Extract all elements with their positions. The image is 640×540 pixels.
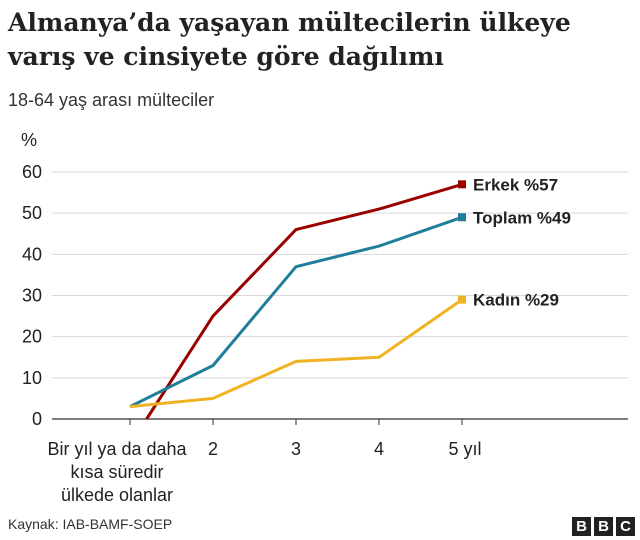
y-tick-label: 10 [22, 368, 42, 388]
x-tick-label: 4 [374, 439, 384, 459]
series-end-labels: Erkek %57 Toplam %49 Kadın %29 [473, 175, 571, 309]
bbc-logo: B B C [572, 517, 635, 536]
chart-subtitle: 18-64 yaş arası mülteciler [8, 90, 215, 110]
y-tick-label: 40 [22, 244, 42, 264]
series-end-marker-erkek [458, 180, 466, 189]
series-end-label-toplam: Toplam %49 [473, 208, 571, 227]
y-tick-label: 50 [22, 203, 42, 223]
series-line-erkek [145, 182, 463, 420]
x-axis: Bir yıl ya da daha kısa süredir ülkede ola… [47, 418, 628, 505]
chart-title: Almanya’da yaşayan mültecilerin ülkeye v… [8, 6, 628, 74]
x-tick-label: Bir yıl ya da daha [47, 439, 187, 459]
x-tick-label: 5 yıl [448, 439, 481, 459]
bbc-logo-letter-2: B [594, 517, 613, 536]
y-tick-label: 60 [22, 162, 42, 182]
source-note: Kaynak: IAB-BAMF-SOEP [8, 516, 173, 532]
y-tick-label: 20 [22, 327, 42, 347]
series-line-kad-n [129, 298, 463, 409]
chart-title-line-2: varış ve cinsiyete göre dağılımı [8, 42, 444, 71]
x-tick-label: kısa süredir [70, 462, 163, 482]
series-end-marker-toplam [458, 213, 466, 222]
x-tick-label: ülkede olanlar [61, 485, 173, 505]
y-tick-label: 30 [22, 286, 42, 306]
bbc-logo-letter-1: B [572, 517, 591, 536]
series-end-label-erkek: Erkek %57 [473, 175, 558, 194]
bbc-logo-letter-3: C [616, 517, 635, 536]
series-line-toplam [129, 215, 463, 408]
series-end-marker-kad-n [458, 295, 466, 304]
x-tick-label: 2 [208, 439, 218, 459]
y-axis-ticks: 0 10 20 30 40 50 60% [21, 130, 42, 429]
series-end-label-kad-n: Kadın %29 [473, 291, 559, 310]
y-tick-label: 0 [32, 409, 42, 429]
gridlines [52, 171, 628, 379]
x-tick-label: 3 [291, 439, 301, 459]
series-group [129, 180, 466, 420]
y-axis-unit-label: % [21, 130, 37, 150]
chart-title-line-1: Almanya’da yaşayan mültecilerin ülkeye [8, 8, 571, 37]
